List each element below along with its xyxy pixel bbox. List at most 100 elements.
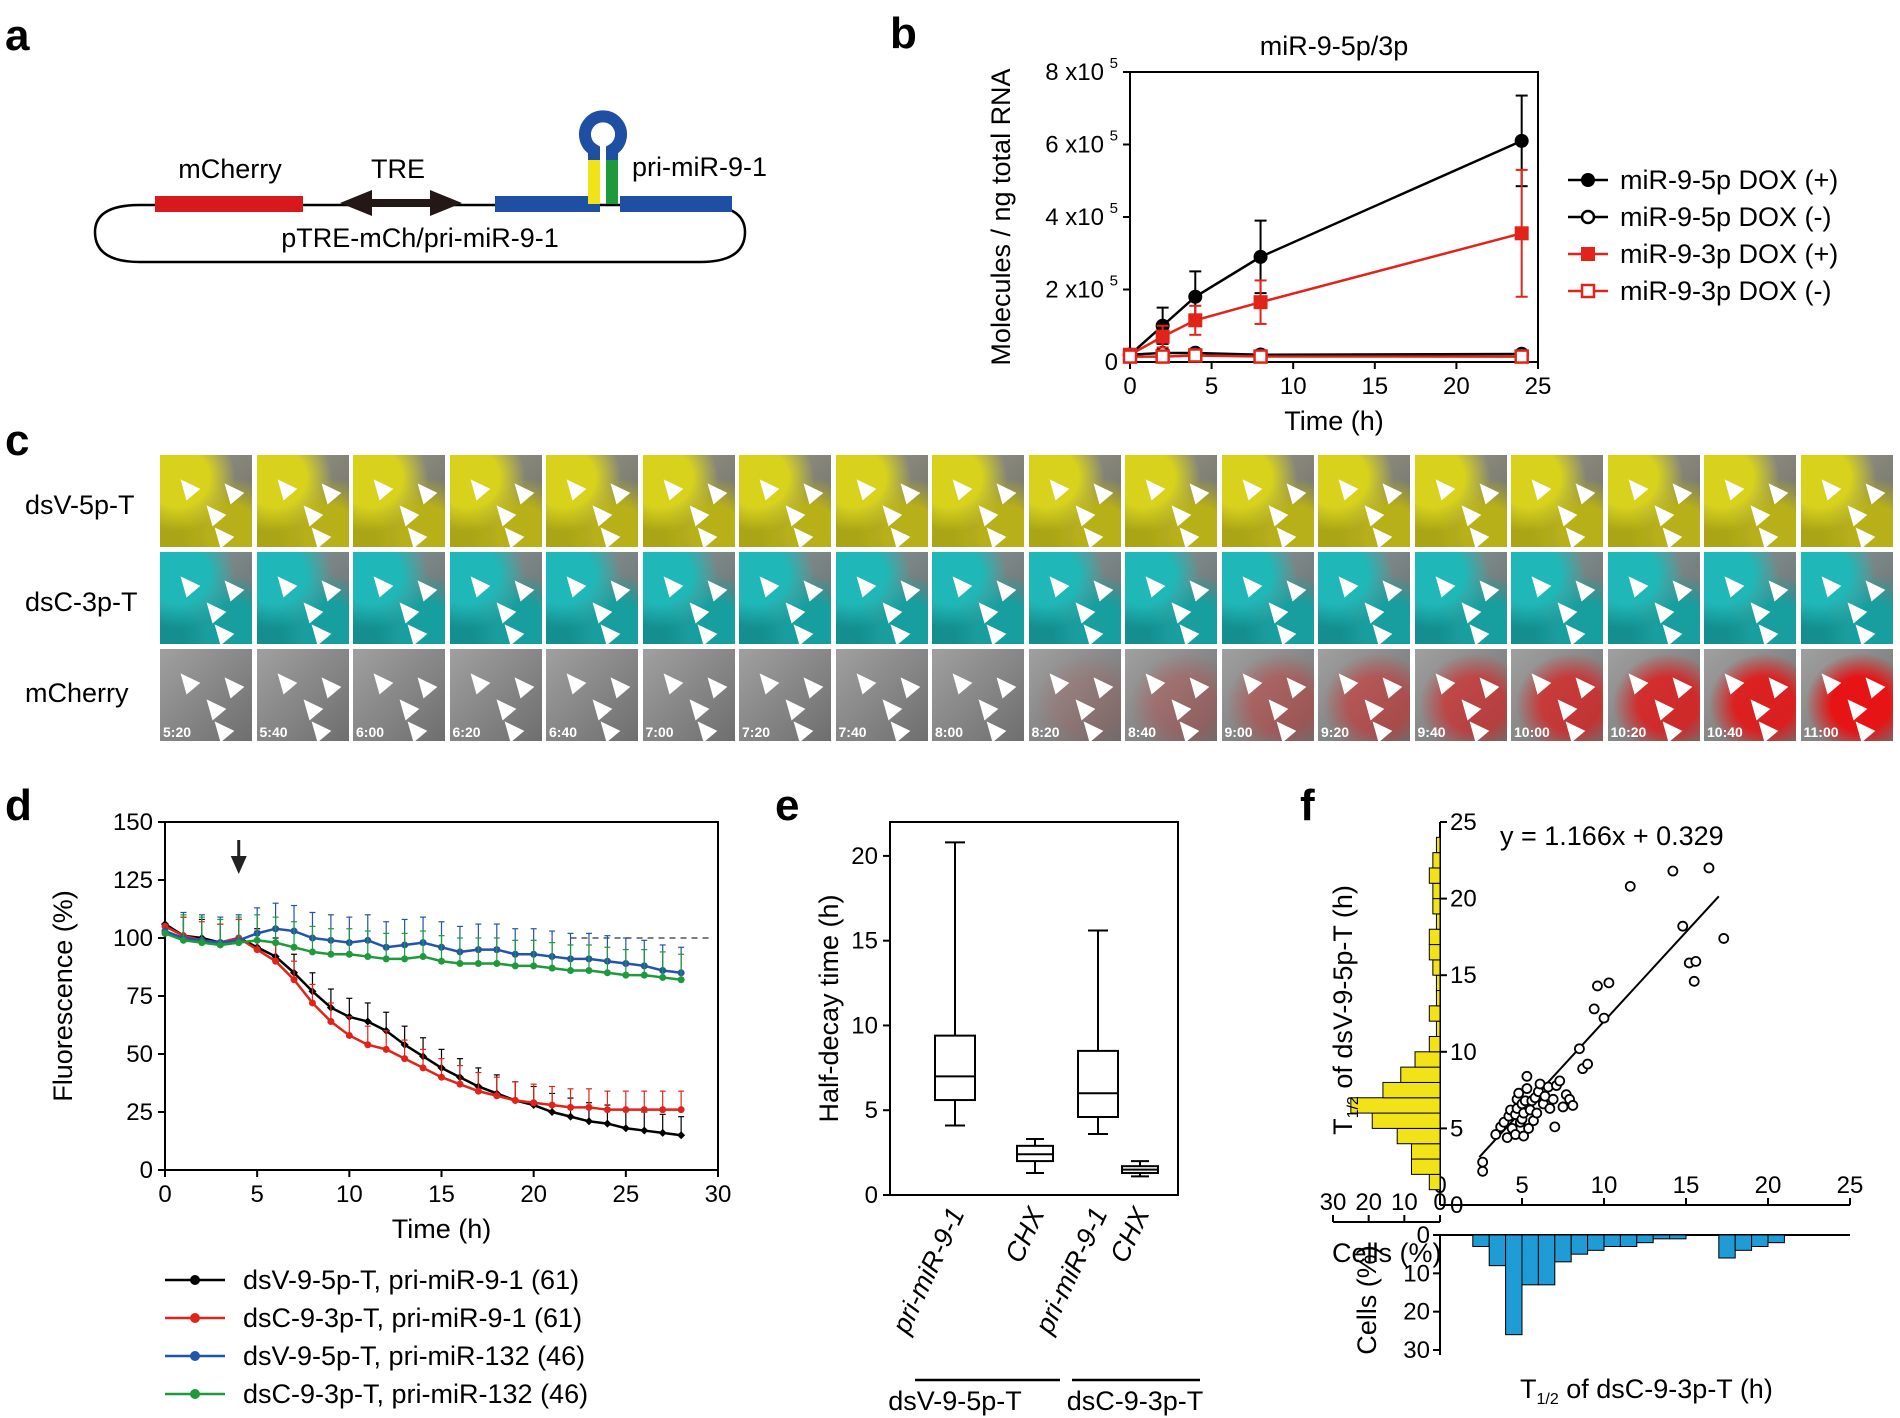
data-point	[1253, 295, 1268, 310]
cell-arrow-icon	[1568, 477, 1596, 505]
hist-bar-y	[1382, 1081, 1441, 1099]
data-point	[622, 1106, 630, 1114]
frame-time: 7:00	[645, 724, 674, 740]
cell-arrow-icon	[1717, 667, 1745, 695]
legend-entry: miR-9-5p DOX (-)	[1620, 202, 1832, 232]
timelapse-frame: 5:20	[160, 649, 252, 741]
x-tick-label: 25	[1837, 1172, 1864, 1199]
y-tick-label: 5	[865, 1097, 878, 1124]
legend-entry: dsC-9-3p-T, pri-miR-132 (46)	[243, 1379, 588, 1409]
data-point	[622, 971, 630, 979]
cell-arrow-icon	[173, 473, 201, 501]
cell-arrow-icon	[1472, 477, 1499, 505]
timelapse-frame	[1704, 455, 1796, 547]
data-point	[1188, 289, 1203, 304]
hist-bar-x	[1505, 1234, 1523, 1336]
data-point	[474, 1087, 482, 1095]
cell-arrow-icon	[945, 667, 973, 695]
hist-tick-label: 0	[1417, 1222, 1430, 1249]
frame-time: 11:00	[1803, 724, 1839, 740]
x-tick-label: 20	[520, 1181, 547, 1208]
timelapse-frame: 6:00	[353, 649, 445, 741]
data-point	[603, 1119, 612, 1128]
timelapse-frame	[642, 552, 735, 644]
timelapse-frame: 9:00	[1221, 649, 1314, 741]
cell-arrow-icon	[507, 574, 534, 602]
cell-arrow-icon	[1814, 667, 1841, 695]
hist-bar-x	[1537, 1234, 1556, 1286]
y-tick-label: 15	[851, 928, 878, 955]
data-point	[1477, 1165, 1489, 1177]
hist-bar-y	[1428, 1173, 1441, 1191]
data-point	[621, 1124, 630, 1133]
legend-marker	[190, 1351, 200, 1361]
data-point	[530, 1099, 538, 1107]
x-tick-label: 0	[1123, 373, 1136, 400]
cell-arrow-icon	[1331, 473, 1359, 501]
legend-marker	[190, 1389, 200, 1399]
cell-arrow-icon	[989, 477, 1017, 505]
data-point	[345, 950, 353, 958]
hist-bar-y	[1350, 1097, 1441, 1114]
timelapse-frame	[835, 552, 928, 644]
data-point	[1580, 209, 1596, 225]
data-point	[327, 1018, 335, 1026]
hist-bar-x	[1570, 1234, 1589, 1255]
timelapse-frame	[1318, 455, 1410, 547]
data-point	[1592, 980, 1603, 992]
frame-time: 9:00	[1224, 724, 1253, 740]
data-point	[179, 936, 187, 944]
cell-arrow-icon	[1279, 574, 1306, 602]
data-point	[1253, 349, 1268, 364]
series-line	[1129, 232, 1522, 356]
hist-bar-y	[1396, 1127, 1441, 1145]
cell-arrow-icon	[507, 477, 534, 505]
data-point	[603, 1106, 611, 1114]
cell-arrow-icon	[945, 473, 973, 501]
data-point	[1518, 1130, 1530, 1142]
mcherry-label: mCherry	[178, 154, 282, 184]
cell-arrow-icon	[1182, 671, 1210, 699]
data-point	[677, 1131, 686, 1140]
data-point	[401, 1055, 409, 1063]
cell-arrow-icon	[656, 570, 683, 598]
y-tick-label: 0	[140, 1157, 153, 1184]
hist-bar-y	[1428, 867, 1441, 884]
panel-c-label: c	[5, 416, 29, 465]
hist-bar-x	[1603, 1234, 1621, 1247]
timelapse-frame	[160, 455, 252, 547]
timelapse-frame	[1221, 552, 1314, 644]
hist-bar-y	[1414, 1051, 1441, 1068]
cell-arrow-icon	[893, 671, 920, 699]
hist-tick-label: 30	[1320, 1189, 1347, 1216]
cell-arrow-icon	[1717, 473, 1745, 501]
hist-bar-y	[1428, 1035, 1441, 1053]
cell-arrow-icon	[1375, 574, 1403, 602]
hairpin-green-strand	[606, 160, 618, 204]
x-tick-label: 15	[428, 1181, 455, 1208]
timelapse-frame	[160, 552, 252, 644]
hist-bar-x	[1751, 1234, 1769, 1247]
data-point	[345, 1031, 353, 1039]
hist-bar-y	[1432, 882, 1441, 900]
cell-arrow-icon	[849, 473, 876, 501]
cell-arrow-icon	[796, 477, 824, 505]
cell-arrow-icon	[1717, 570, 1745, 598]
category-label: CHX	[1104, 1202, 1156, 1267]
timelapse-frame: 8:20	[1028, 649, 1121, 741]
timelapse-frame	[1125, 455, 1217, 547]
cell-arrow-icon	[410, 477, 438, 505]
hist-bar-x	[1587, 1234, 1605, 1251]
cell-arrow-icon	[1524, 473, 1552, 501]
x-tick-label: 10	[336, 1181, 363, 1208]
x-tick-label: 15	[1361, 373, 1388, 400]
plot-frame	[164, 821, 719, 1171]
cell-arrow-icon	[893, 477, 920, 505]
x-tick-label: 25	[612, 1181, 639, 1208]
cell-arrow-icon	[752, 570, 780, 598]
data-point	[1514, 133, 1529, 148]
hist-bar-y	[1432, 898, 1441, 915]
x-tick-label: 25	[1525, 373, 1552, 400]
data-point	[272, 939, 280, 947]
cell-arrow-icon	[366, 667, 394, 695]
